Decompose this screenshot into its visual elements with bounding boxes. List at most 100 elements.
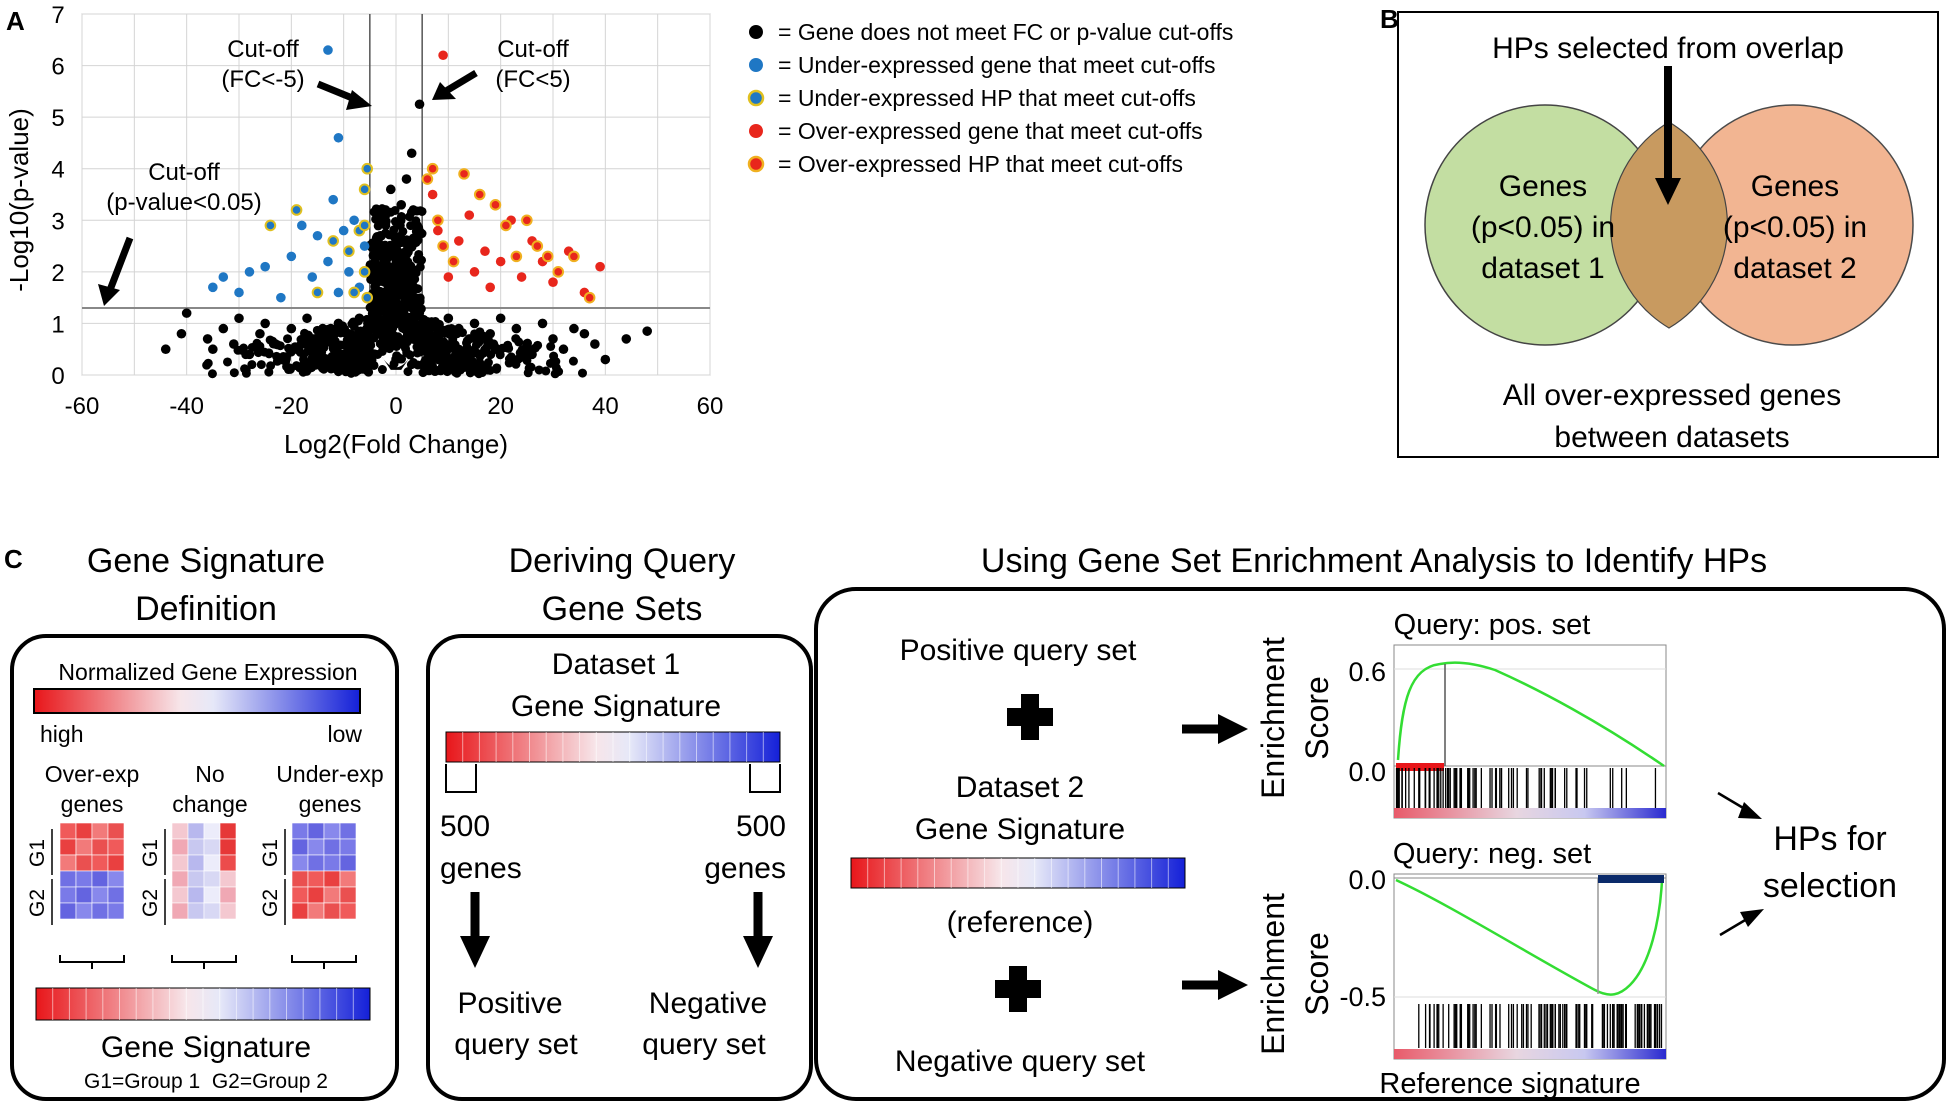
background-gene-point <box>412 254 422 264</box>
under-exp-heatmap-cell <box>307 854 325 872</box>
no-change-heatmap-cell <box>219 902 237 920</box>
cutoff-left-label: Cut-off <box>227 36 299 63</box>
arrow-pos-to-result-head <box>1738 802 1762 819</box>
data-point <box>406 148 417 159</box>
data-point <box>433 328 443 339</box>
under-exp-heatmap-cell <box>323 870 341 888</box>
data-point <box>307 334 318 344</box>
background-gene-point <box>534 365 544 375</box>
under-exp-heatmap-cell <box>323 886 341 904</box>
legend-item-4: = Over-expressed gene that meet cut-offs <box>778 118 1203 144</box>
background-gene-point <box>431 338 441 348</box>
data-point <box>621 334 632 344</box>
x-tick-label: -60 <box>65 393 100 420</box>
right-count: 500 <box>736 810 786 843</box>
data-point <box>401 174 412 184</box>
data-point <box>417 344 427 355</box>
background-gene-point <box>450 367 460 377</box>
data-point <box>448 339 459 349</box>
background-gene-point <box>384 230 394 240</box>
under-exp-heatmap-cell <box>307 886 325 904</box>
dataset2-label: Dataset 2 <box>956 771 1084 804</box>
plot2-tick-zero: 0.0 <box>1348 865 1386 895</box>
no-change-heatmap-cell <box>171 870 189 888</box>
negative-query-set-label-1: Negative <box>649 987 767 1020</box>
background-gene-point <box>472 365 482 375</box>
cutoff-right-value: (FC<5) <box>495 66 570 93</box>
panel-b-label: B <box>1380 4 1399 34</box>
over-exp-heatmap-cell <box>91 886 109 904</box>
data-point <box>276 292 286 303</box>
box1-title-line-2: Definition <box>135 590 277 628</box>
no-change-heatmap-cell <box>187 886 205 904</box>
plot2-ylabel-2: Score <box>1299 932 1335 1016</box>
data-point <box>412 308 422 318</box>
no-change-heatmap-cell <box>203 854 221 872</box>
no-change-heatmap-cell <box>187 822 205 840</box>
data-point <box>370 261 380 272</box>
no-change-heatmap-cell <box>219 870 237 888</box>
background-gene-point <box>546 342 556 352</box>
plot2-title: Query: neg. set <box>1393 838 1591 870</box>
data-point <box>521 214 533 227</box>
data-point <box>480 246 490 257</box>
gene-signature-definition-box: Gene Signature Definition Normalized Gen… <box>10 542 399 1101</box>
background-gene-point <box>390 206 400 216</box>
data-point <box>270 339 281 349</box>
negative-query-label: Negative query set <box>895 1045 1146 1078</box>
data-point <box>412 220 422 231</box>
over-exp-heatmap-cell <box>75 902 93 920</box>
background-gene-point <box>415 262 425 272</box>
no-change-heatmap-cell <box>171 886 189 904</box>
over-exp-heatmap-cell <box>107 822 125 840</box>
under-exp-label-1: Under-exp <box>276 761 383 787</box>
panel-a-label: A <box>6 6 25 36</box>
no-change-heatmap-cell <box>187 854 205 872</box>
data-point <box>327 235 340 247</box>
data-point <box>531 240 544 252</box>
data-point <box>208 344 218 355</box>
background-gene-point <box>369 250 379 260</box>
legend-marker <box>749 58 763 72</box>
plot1-ylabel-1: Enrichment <box>1255 637 1291 799</box>
data-point <box>432 214 444 227</box>
data-point <box>286 323 297 334</box>
data-point <box>385 184 396 195</box>
background-gene-point <box>412 330 422 340</box>
data-point <box>361 162 374 175</box>
background-gene-point <box>371 204 381 214</box>
data-point <box>349 354 359 365</box>
arrow-neg-to-result-head <box>1740 909 1764 927</box>
data-point <box>414 99 425 110</box>
plot1-reference-bar <box>1394 808 1666 818</box>
data-point <box>244 267 255 277</box>
center-dip <box>380 354 412 370</box>
data-point <box>302 313 312 324</box>
over-exp-heatmap-cell <box>107 854 125 872</box>
under-exp-heatmap-cell <box>291 870 309 888</box>
y-axis-label: -Log10(p-value) <box>4 108 34 292</box>
background-gene-point <box>390 340 400 350</box>
cutoff-p-value: (p-value<0.05) <box>106 189 261 216</box>
background-gene-point <box>358 346 368 356</box>
venn-left-line-3: dataset 1 <box>1481 252 1604 285</box>
under-exp-heatmap-cell <box>307 838 325 856</box>
no-change-heatmap-cell <box>219 838 237 856</box>
over-exp-heatmap-cell <box>59 870 77 888</box>
data-point <box>358 266 371 278</box>
negative-query-set-label-2: query set <box>642 1028 766 1061</box>
data-point <box>234 287 244 298</box>
under-exp-heatmap-cell <box>339 838 357 856</box>
heatmap-group-label-g1: G1 <box>139 839 162 867</box>
data-point <box>454 236 464 246</box>
right-down-arrow-head <box>743 936 773 968</box>
under-exp-heatmap-cell <box>291 854 309 872</box>
over-exp-heatmap-cell <box>107 870 125 888</box>
plus-icon-top <box>1007 694 1053 740</box>
data-point <box>443 272 454 282</box>
over-exp-label-2: genes <box>61 791 124 817</box>
box2-title-line-2: Gene Sets <box>542 590 703 628</box>
data-point <box>375 323 386 334</box>
arrow-to-pos-plot-head <box>1218 714 1248 744</box>
background-gene-point <box>405 350 415 360</box>
